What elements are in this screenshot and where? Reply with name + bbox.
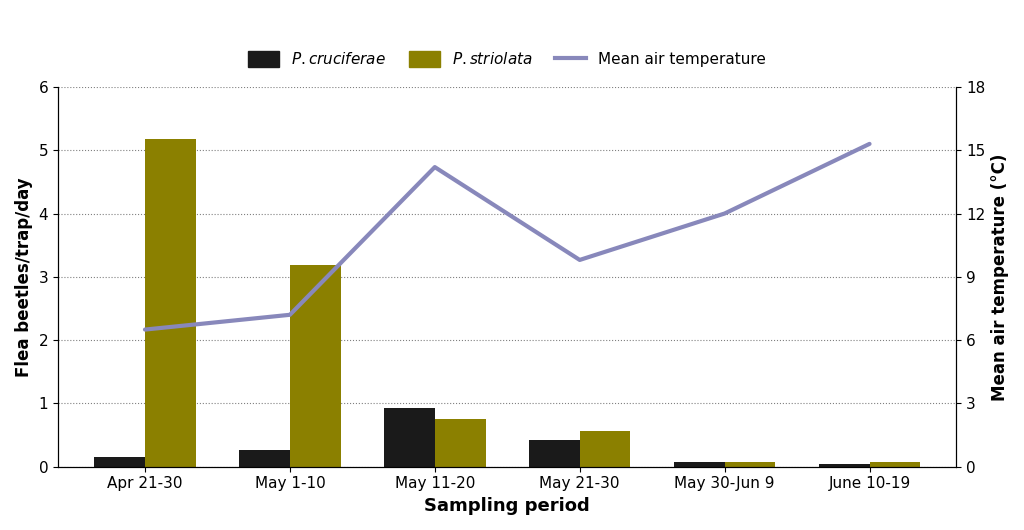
X-axis label: Sampling period: Sampling period: [424, 497, 590, 515]
Y-axis label: Mean air temperature (°C): Mean air temperature (°C): [991, 153, 1009, 401]
Bar: [435, 419, 485, 467]
Legend: $P. cruciferae$, $P. striolata$, Mean air temperature: $P. cruciferae$, $P. striolata$, Mean ai…: [243, 45, 772, 73]
Bar: [145, 139, 196, 467]
Bar: [529, 439, 580, 467]
Bar: [290, 266, 341, 467]
Bar: [94, 457, 145, 467]
Bar: [240, 449, 290, 467]
Bar: [869, 462, 921, 467]
Bar: [725, 462, 775, 467]
Bar: [819, 464, 869, 467]
Y-axis label: Flea beetles/trap/day: Flea beetles/trap/day: [15, 177, 33, 377]
Bar: [674, 462, 725, 467]
Bar: [384, 408, 435, 467]
Bar: [580, 431, 631, 467]
